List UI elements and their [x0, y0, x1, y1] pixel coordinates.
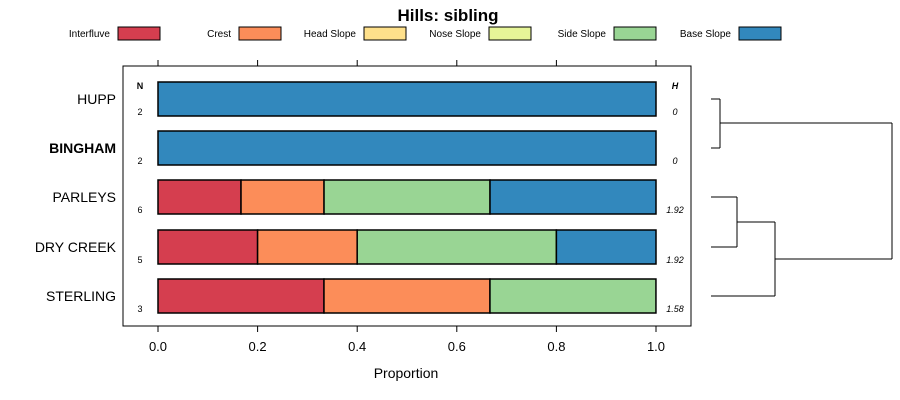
legend-swatch: [117, 26, 161, 41]
legend-label: Side Slope: [558, 29, 607, 40]
row-h: 1.58: [666, 304, 684, 314]
bar-segment: [256, 229, 358, 265]
row-n: 5: [137, 255, 142, 265]
row-label: BINGHAM: [49, 140, 116, 156]
bar-segment: [157, 179, 242, 215]
row-label: STERLING: [46, 288, 116, 304]
bar-segment: [356, 229, 558, 265]
x-axis-title: Proportion: [374, 365, 439, 381]
plot-frame: [122, 65, 692, 327]
x-axis: 0.0 0.2 0.4 0.6 0.8 1.0: [149, 60, 665, 354]
row-n: 2: [137, 156, 142, 166]
row-label: PARLEYS: [52, 189, 116, 205]
legend-swatch: [738, 26, 782, 41]
legend-swatch: [238, 26, 282, 41]
row-n: 3: [137, 304, 142, 314]
tick-label: 0.8: [547, 339, 565, 354]
tick-label: 1.0: [647, 339, 665, 354]
rows: HUPP 2 0 BINGHAM 2 0 PARLEYS 6 1.92 DRY CREEK 5 1.9…: [35, 81, 684, 314]
legend: Interfluve Crest Head Slope Nose Slope Side …: [69, 26, 782, 41]
bar-segment: [555, 229, 657, 265]
tick-label: 0.4: [348, 339, 366, 354]
row-n: 2: [137, 107, 142, 117]
h-header: H: [672, 81, 679, 91]
chart-title: Hills: sibling: [397, 6, 498, 25]
legend-label: Base Slope: [680, 29, 732, 40]
row-label: HUPP: [77, 91, 116, 107]
legend-swatch: [363, 26, 407, 41]
legend-label: Interfluve: [69, 29, 111, 40]
bar-segment: [157, 278, 325, 314]
legend-label: Head Slope: [304, 29, 357, 40]
legend-label: Crest: [207, 29, 231, 40]
bar-segment: [323, 179, 491, 215]
dendrogram: [711, 98, 893, 297]
tick-label: 0.0: [149, 339, 167, 354]
n-header: N: [137, 81, 144, 91]
bar-segment: [157, 130, 657, 166]
row-h: 0: [672, 107, 677, 117]
row-h: 0: [672, 156, 677, 166]
bar-segment: [323, 278, 491, 314]
row-n: 6: [137, 205, 142, 215]
bar-segment: [240, 179, 325, 215]
legend-swatch: [488, 26, 532, 41]
legend-label: Nose Slope: [429, 29, 481, 40]
legend-swatch: [613, 26, 657, 41]
tick-label: 0.2: [249, 339, 267, 354]
bar-segment: [489, 179, 657, 215]
bar-segment: [489, 278, 657, 314]
row-label: DRY CREEK: [35, 239, 117, 255]
row-h: 1.92: [666, 205, 684, 215]
bar-segment: [157, 229, 259, 265]
row-h: 1.92: [666, 255, 684, 265]
tick-label: 0.6: [448, 339, 466, 354]
bar-segment: [157, 81, 657, 117]
